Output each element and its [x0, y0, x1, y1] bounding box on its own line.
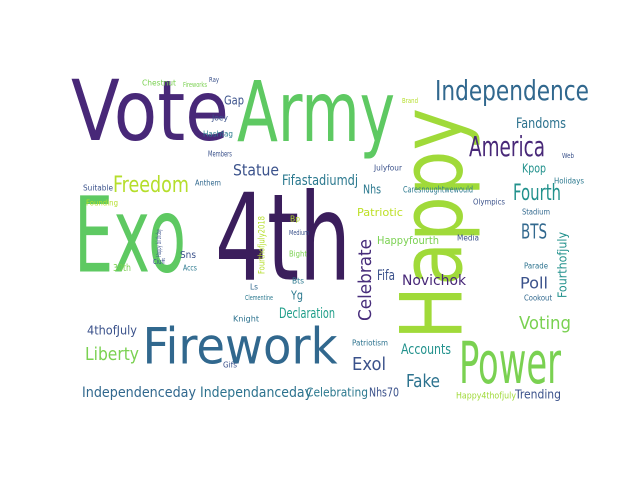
- word-patriotic: Patriotic: [357, 206, 403, 219]
- word-patriotism: Patriotism: [352, 339, 388, 348]
- word-accs: Accs: [183, 264, 197, 273]
- word-4th: 4th: [215, 170, 351, 309]
- word-ls: Ls: [250, 283, 258, 292]
- word-knight: Knight: [233, 315, 259, 324]
- word-independanceday: Independanceday: [200, 385, 313, 401]
- word-firework: Firework: [143, 318, 338, 376]
- word-fourthofjuly2018: Fourthofjuly2018: [258, 216, 268, 274]
- word-bts: BTS: [521, 220, 547, 244]
- word-exo: Exo: [74, 174, 186, 296]
- word-freedom: Freedom: [113, 173, 189, 198]
- word-fifa: Fifa: [377, 268, 395, 284]
- word-kpop: Kpop: [522, 162, 546, 176]
- word-sns: Sns: [180, 250, 196, 261]
- word-bp: Bp: [290, 215, 300, 224]
- word-vote: Vote: [71, 62, 229, 160]
- word-bight: Bight: [289, 250, 307, 259]
- word-joey: Joey: [211, 114, 229, 123]
- word-statue: Statue: [233, 161, 279, 180]
- word-caresnoughtwewould: Caresnoughtwewould: [403, 186, 473, 196]
- word-ray: Ray: [209, 76, 219, 84]
- word-fourthofjuly-vertical: Fourthofjuly: [556, 231, 570, 298]
- word-julyfour: Julyfour: [373, 164, 402, 173]
- word-novichok: Novichok: [402, 273, 467, 289]
- word-olympics: Olympics: [473, 198, 505, 207]
- word-gifs: Gifs: [223, 361, 237, 370]
- word-nhs70: Nhs70: [369, 386, 399, 400]
- word-stadium: Stadium: [522, 208, 550, 217]
- word-brand: Brand: [402, 97, 418, 105]
- word-happy-birthday: Happy birthday: [155, 229, 163, 257]
- word-30th: 30th: [113, 263, 131, 274]
- word-parade: Parade: [524, 262, 549, 271]
- word-declaration: Declaration: [279, 306, 335, 322]
- word-hashtag: Hashtag: [203, 130, 233, 139]
- word-4thofjuly: 4thofJuly: [87, 324, 138, 338]
- word-ciuff: Ciuff: [153, 258, 166, 266]
- word-fandoms: Fandoms: [516, 116, 566, 132]
- word-poll: Poll: [520, 274, 548, 293]
- word-yg: Yg: [290, 289, 303, 303]
- word-power: Power: [459, 329, 561, 397]
- word-fourth: Fourth: [513, 181, 561, 206]
- word-holidays: Holidays: [554, 177, 584, 186]
- word-accounts: Accounts: [401, 342, 451, 358]
- word-fireworks: Fireworks: [183, 81, 207, 89]
- word-cloud-words: Vote Army Exo 4th Happy Firework Indepen…: [71, 62, 589, 402]
- word-medium: Medium: [289, 229, 309, 237]
- word-web: Web: [562, 152, 574, 160]
- word-trending: Trending: [514, 388, 561, 402]
- word-clementine: Clementine: [245, 294, 273, 302]
- word-gap: Gap: [224, 94, 244, 108]
- word-celebrating: Celebrating: [306, 386, 368, 400]
- word-independence: Independence: [435, 74, 589, 107]
- word-nhs: Nhs: [363, 183, 381, 197]
- word-exol: Exol: [352, 354, 386, 375]
- word-happy4thofjuly: Happy4thofjuly: [456, 392, 516, 402]
- word-voting: Voting: [519, 313, 571, 334]
- word-celebrate: Celebrate: [355, 239, 376, 321]
- word-bts-small: Bts: [292, 277, 304, 286]
- word-america: America: [469, 130, 545, 163]
- word-army: Army: [237, 63, 395, 161]
- word-independenceday: Independenceday: [82, 385, 197, 401]
- word-fake: Fake: [406, 371, 440, 392]
- word-liberty: Liberty: [85, 344, 139, 365]
- word-media: Media: [457, 234, 479, 243]
- word-cookout: Cookout: [524, 294, 552, 303]
- word-happyfourth: Happyfourth: [377, 234, 439, 247]
- word-fifastadiumdj: Fifastadiumdj: [282, 173, 358, 189]
- word-anthem: Anthem: [195, 179, 221, 188]
- word-founding: Founding: [86, 199, 118, 208]
- word-suitable: Suitable: [83, 184, 114, 193]
- word-chestnut: Chestnut: [142, 79, 176, 88]
- word-members: Members: [208, 150, 232, 159]
- word-happy: Happy: [382, 108, 482, 340]
